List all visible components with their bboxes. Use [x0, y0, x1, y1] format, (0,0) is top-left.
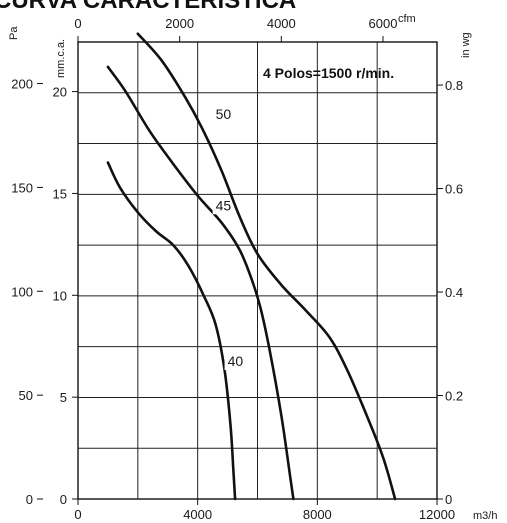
top-axis: cfm 0 2000 4000 6000	[74, 13, 416, 42]
top-axis-tick-label: 0	[74, 16, 81, 31]
bottom-axis-tick-label: 8000	[303, 507, 332, 522]
series-label-bg	[212, 105, 235, 123]
bottom-axis-tick-label: 12000	[419, 507, 455, 522]
series-label-bg	[224, 353, 247, 371]
right-axis-tick-label: 0.4	[445, 285, 463, 300]
left-axis-pa-tick-label: 150	[11, 180, 33, 195]
bottom-axis: m3/h 0 4000 8000 12000	[74, 499, 497, 522]
top-axis-tick-label: 4000	[267, 16, 296, 31]
right-axis-unit: in wg	[460, 32, 472, 58]
left-axis-mmca-tick-label: 15	[53, 186, 67, 201]
annotation-group: 4 Polos=1500 r/min.	[263, 65, 394, 81]
right-axis-tick-label: 0.6	[445, 182, 463, 197]
left-axis-mmca: mm.c.a. 0 5 10 15 20	[53, 39, 78, 507]
series-curve-40	[106, 161, 237, 501]
bottom-axis-unit: m3/h	[473, 510, 497, 522]
left-axis-pa-unit: Pa	[8, 26, 20, 40]
right-axis-tick-label: 0	[445, 492, 452, 507]
bottom-axis-tick-label: 4000	[183, 507, 212, 522]
left-axis-pa-tick-label: 100	[11, 284, 33, 299]
top-axis-tick-label: 6000	[369, 16, 398, 31]
left-axis-pa-tick-label: 50	[19, 388, 33, 403]
chart-title: CURVA CARACTERISTICA	[0, 0, 296, 14]
bottom-axis-tick-label: 0	[74, 507, 81, 522]
title-group: CURVA CARACTERISTICA	[0, 0, 296, 14]
left-axis-mmca-tick-label: 10	[53, 288, 67, 303]
series-curve-50	[136, 32, 397, 501]
left-axis-pa-tick-label: 200	[11, 77, 33, 92]
series-label-45: 45	[216, 197, 232, 213]
right-axis-tick-label: 0.2	[445, 389, 463, 404]
series-label-bg	[212, 197, 235, 215]
top-axis-tick-label: 2000	[165, 16, 194, 31]
left-axis-mmca-tick-label: 0	[60, 492, 67, 507]
left-axis-mmca-tick-label: 20	[53, 85, 67, 100]
left-axis-mmca-tick-label: 5	[60, 390, 67, 405]
grid	[78, 42, 437, 499]
left-axis-pa: Pa 0 50 100 150 200	[8, 26, 43, 507]
right-axis-tick-label: 0.8	[445, 78, 463, 93]
left-axis-mmca-unit: mm.c.a.	[55, 39, 67, 78]
left-axis-pa-tick-label: 0	[26, 492, 33, 507]
right-axis-inwg: in wg 0 0.2 0.4 0.6 0.8	[437, 32, 472, 507]
top-axis-unit: cfm	[398, 13, 416, 25]
series-label-40: 40	[228, 353, 244, 369]
speed-annotation: 4 Polos=1500 r/min.	[263, 65, 394, 81]
series-curve-45	[106, 65, 295, 501]
series-label-50: 50	[216, 106, 232, 122]
series-group: 40 45 50	[106, 32, 397, 501]
